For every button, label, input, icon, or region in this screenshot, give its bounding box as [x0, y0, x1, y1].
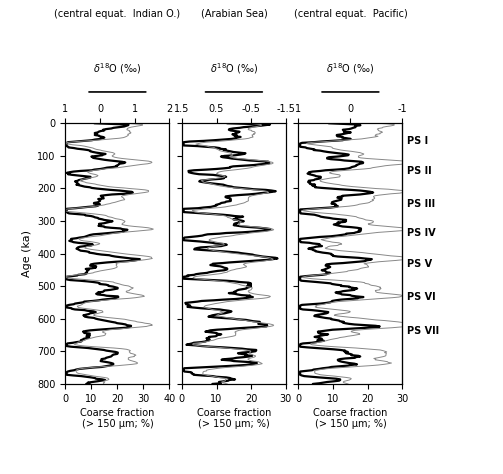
Text: $\delta^{18}$O (‰): $\delta^{18}$O (‰) [93, 62, 141, 76]
Text: $\delta^{18}$O (‰): $\delta^{18}$O (‰) [326, 62, 375, 76]
X-axis label: Coarse fraction
(> 150 μm; %): Coarse fraction (> 150 μm; %) [80, 408, 154, 429]
X-axis label: Coarse fraction
(> 150 μm; %): Coarse fraction (> 150 μm; %) [197, 408, 271, 429]
X-axis label: Coarse fraction
(> 150 μm; %): Coarse fraction (> 150 μm; %) [313, 408, 388, 429]
Text: (central equat.  Pacific): (central equat. Pacific) [294, 9, 407, 19]
Text: (central equat.  Indian O.): (central equat. Indian O.) [54, 9, 181, 19]
Text: (Arabian Sea): (Arabian Sea) [201, 9, 267, 19]
Y-axis label: Age (ka): Age (ka) [22, 230, 32, 277]
Text: $\delta^{18}$O (‰): $\delta^{18}$O (‰) [210, 62, 258, 76]
